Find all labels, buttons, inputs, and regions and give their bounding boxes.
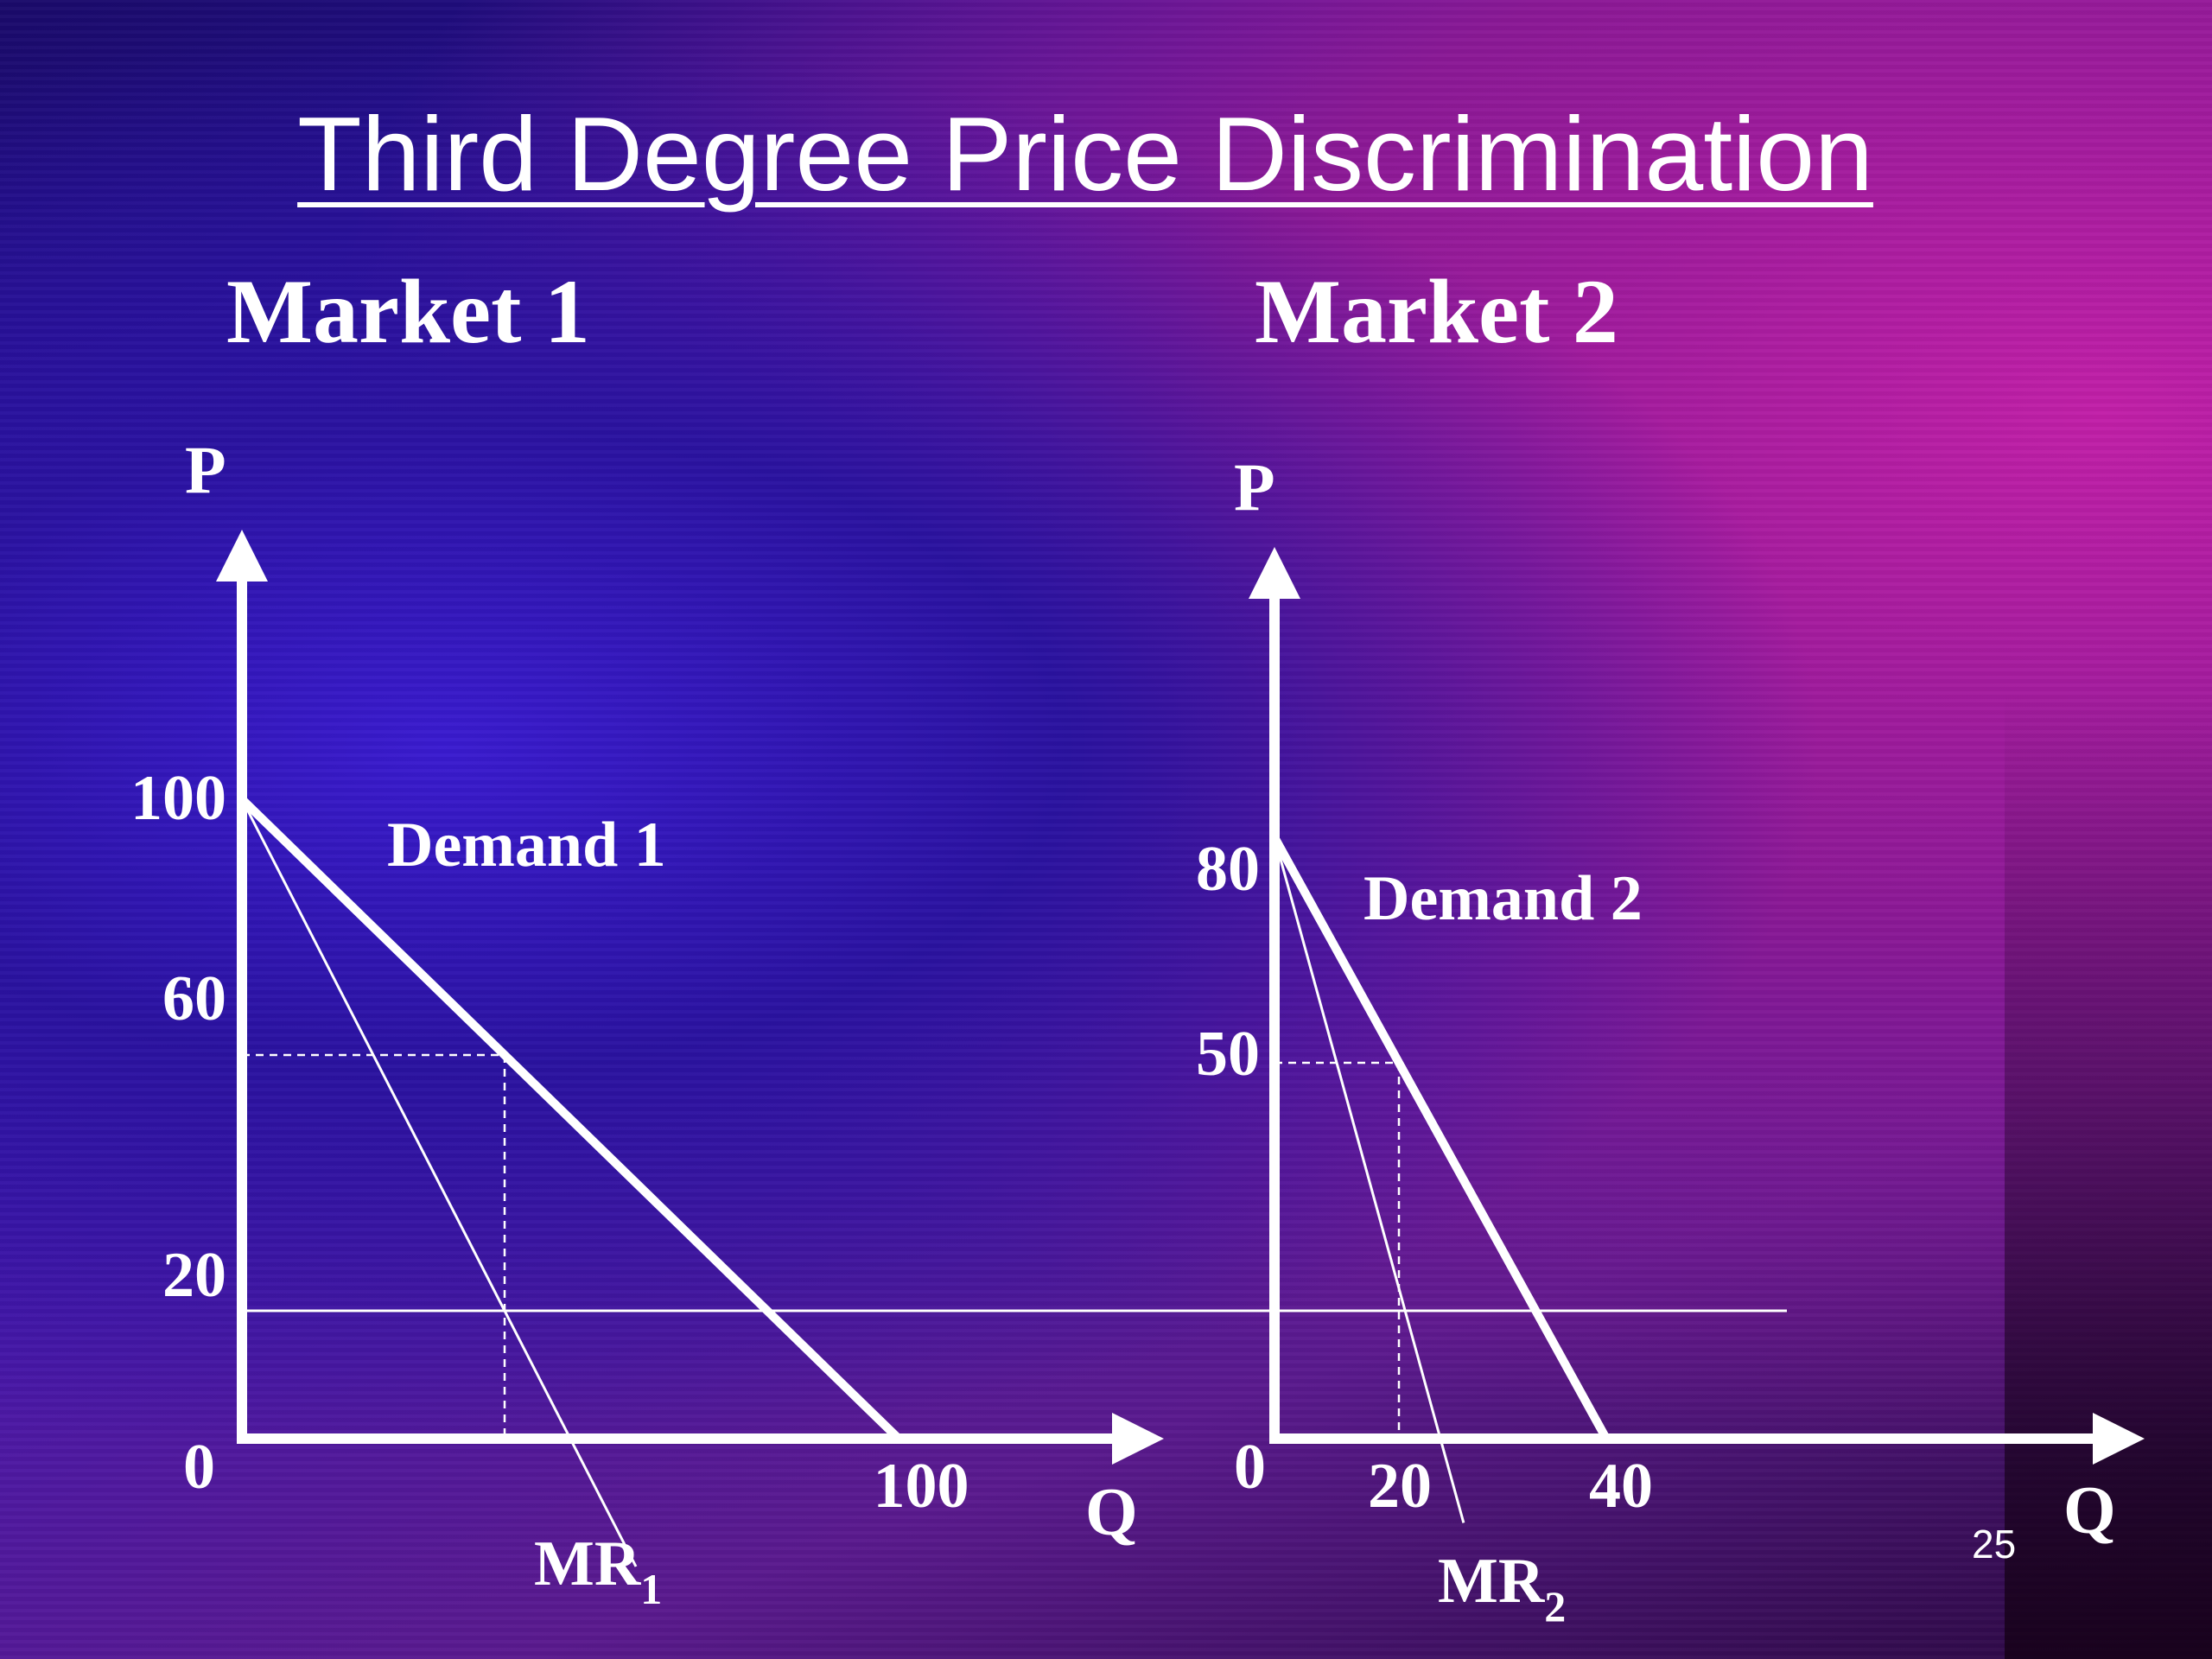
market-2-origin-label: 0 [1234, 1432, 1266, 1503]
market-1-demand-label: Demand 1 [387, 810, 666, 880]
market-2-y-axis-label: P [1234, 449, 1275, 524]
market-1-y-axis-label: P [185, 432, 226, 507]
market-2-x-tick-20: 20 [1368, 1451, 1432, 1522]
market-2-chart: P 80 50 0 20 40 Q Demand 2 MR2 [1196, 449, 2145, 1630]
market-1-chart: P 100 60 20 0 100 Q Demand 1 MR1 [130, 432, 1164, 1613]
market-1-label: Market 1 [226, 261, 590, 362]
market-2-x-tick-40: 40 [1589, 1451, 1653, 1522]
market-1-x-tick-100: 100 [874, 1451, 969, 1522]
market-2-mr-label: MR2 [1438, 1546, 1566, 1630]
market-1-origin-label: 0 [183, 1432, 215, 1503]
market-1-y-tick-20: 20 [162, 1240, 226, 1311]
market-1-mr-label: MR1 [534, 1529, 662, 1613]
market-1-demand-line [238, 796, 902, 1442]
market-1-x-axis-label: Q [1085, 1474, 1138, 1549]
market-2-y-tick-80: 80 [1196, 834, 1260, 905]
market-1-y-tick-60: 60 [162, 963, 226, 1034]
market-2-label: Market 2 [1255, 261, 1618, 362]
page-number: 25 [1972, 1522, 2017, 1567]
market-2-demand-label: Demand 2 [1363, 863, 1643, 934]
market-2-y-tick-50: 50 [1196, 1019, 1260, 1090]
market-2-mr-line [1273, 836, 1465, 1523]
market-1-mr-line [240, 798, 638, 1567]
market-2-demand-line [1270, 835, 1611, 1441]
market-1-y-tick-100: 100 [130, 763, 226, 834]
background-corner-shade [2005, 691, 2212, 1659]
market-2-x-axis-label: Q [2063, 1472, 2116, 1548]
slide-title: Third Degree Price Discrimination [297, 95, 1873, 213]
